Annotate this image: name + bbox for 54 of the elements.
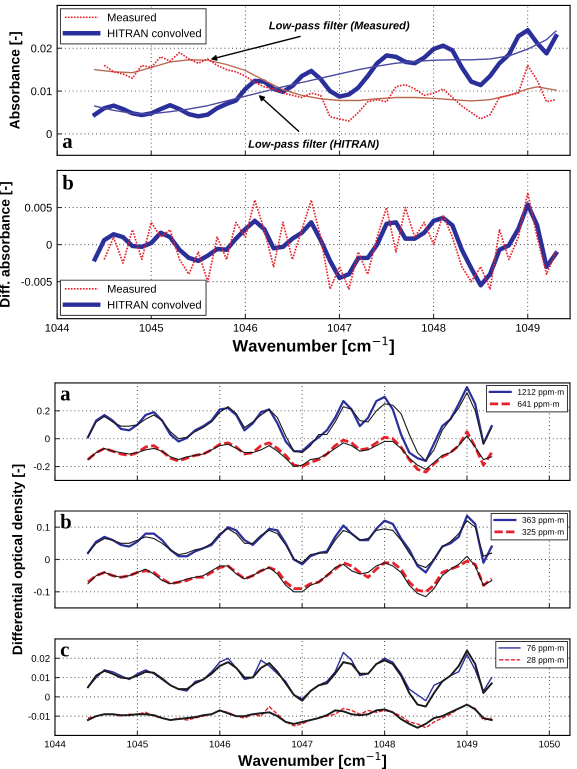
legend-label: Measured [108, 284, 156, 293]
x-tick-label: 1049 [456, 740, 478, 748]
x-tick-label: 1050 [539, 740, 560, 748]
y-tick-label: 0 [45, 435, 50, 442]
x-tick-label: 1048 [422, 324, 446, 332]
y-tick-label: 0 [45, 556, 50, 564]
legend-label: 28 ppm·m [527, 656, 564, 664]
legend-label: 325 ppm·m [522, 528, 564, 537]
x-tick-label: 1048 [374, 740, 395, 748]
line-series [86, 514, 493, 574]
legend-label: 76 ppm·m [527, 645, 564, 653]
annotation: Low-pass filter (Measured) [269, 21, 410, 32]
y-tick-label: 0.01 [31, 87, 52, 96]
annotation: b [60, 514, 71, 529]
legend-label: 1212 ppm·m [518, 389, 564, 397]
y-tick-label: 0.005 [24, 204, 52, 212]
x-tick-label: 1046 [210, 740, 230, 748]
y-tick-label: -0.1 [34, 588, 50, 596]
y-tick-label: -0.2 [34, 463, 50, 470]
legend-label: HITRAN convolved [108, 29, 201, 38]
x-tick-label: 1045 [140, 324, 164, 332]
y-tick-label: 0.02 [31, 44, 52, 52]
x-tick-label: 1044 [46, 324, 70, 332]
line-series [87, 520, 492, 568]
y-tick-label: -0.005 [21, 278, 52, 286]
annotation: a [60, 390, 70, 401]
x-axis-title: Wavenumber [cm$^{−1}$] [232, 336, 394, 356]
legend-label: HITRAN convolved [108, 300, 201, 309]
x-tick-label: 1049 [516, 324, 540, 332]
y-axis-title: Absorbance [-] [9, 32, 22, 130]
y-tick-label: 0.1 [36, 524, 50, 531]
annotation: Low-pass filter (HITRAN) [248, 140, 379, 150]
y-tick-label: -0.01 [28, 712, 50, 720]
x-tick-label: 1045 [127, 740, 148, 748]
annotation: a [62, 138, 72, 148]
y-tick-label: 0.01 [32, 674, 50, 682]
annotation: b [62, 174, 73, 190]
x-tick-label: 1047 [292, 740, 312, 748]
legend-label: Measured [108, 13, 156, 22]
line-series [103, 52, 557, 122]
x-tick-label: 1047 [328, 324, 352, 332]
y-axis-title: Differential optical density [-] [12, 464, 26, 654]
y-tick-label: 0.2 [36, 408, 50, 414]
x-tick-label: 1044 [44, 740, 66, 748]
y-tick-label: 0 [45, 694, 50, 700]
line-series [94, 59, 557, 102]
annotation: c [60, 646, 69, 657]
legend-label: 641 ppm·m [518, 400, 559, 408]
x-tick-label: 1046 [234, 324, 258, 332]
y-tick-label: 0 [46, 130, 52, 138]
y-tick-label: 0 [46, 240, 52, 249]
y-tick-label: 0.02 [32, 655, 50, 662]
legend-label: 363 ppm·m [522, 517, 564, 525]
x-axis-title: Wavenumber [cm$^{−1}$] [238, 752, 386, 769]
